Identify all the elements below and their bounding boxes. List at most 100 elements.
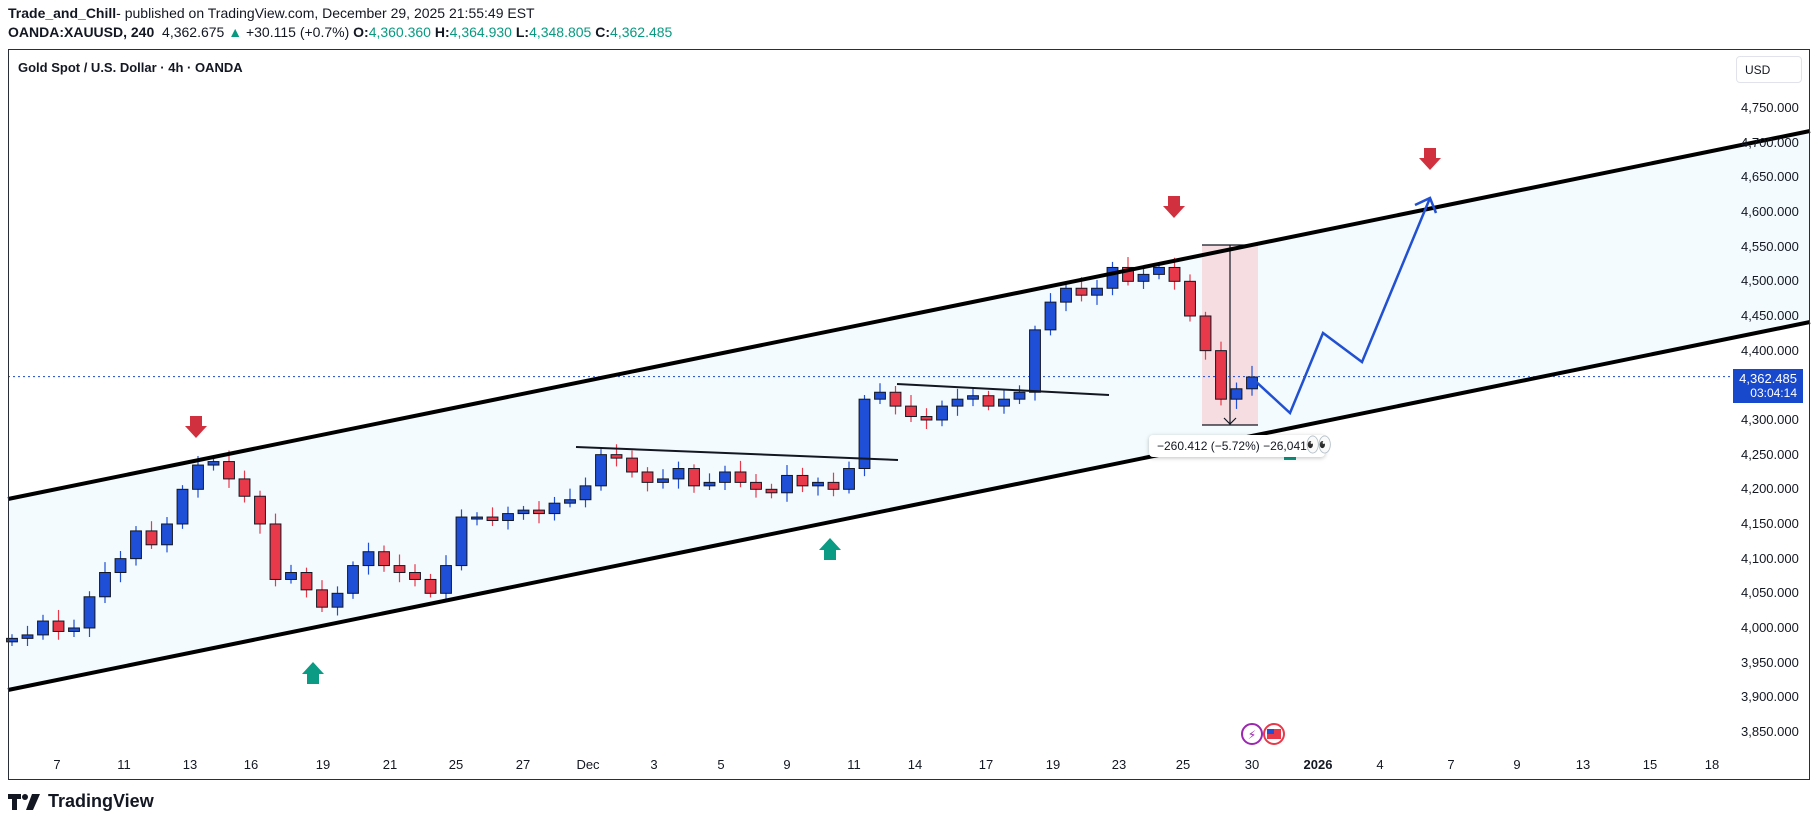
candle-body: [300, 572, 313, 591]
candle-body: [176, 488, 189, 525]
date-tick: 11: [847, 757, 861, 772]
candle-body: [548, 502, 561, 515]
candle-body: [579, 485, 592, 501]
candle-body: [145, 530, 158, 546]
candle-body: [1060, 287, 1072, 303]
candle-body: [951, 398, 964, 407]
candle-body: [672, 468, 685, 480]
lightning-glyph: ⚡: [1248, 728, 1256, 742]
candle-body: [1199, 315, 1212, 352]
candle-body: [1184, 280, 1196, 317]
candle-body: [347, 565, 359, 594]
candle-body: [238, 478, 251, 497]
candle-body: [1075, 287, 1088, 296]
projection-path: [1251, 197, 1432, 416]
candle-body: [1106, 266, 1119, 289]
candle-body: [812, 481, 824, 487]
candle-body: [595, 454, 607, 487]
date-tick: 25: [448, 757, 464, 772]
candle-body: [1013, 391, 1026, 400]
candle-body: [610, 454, 623, 459]
candle-body: [626, 457, 638, 473]
sell-arrow-icon: [185, 416, 207, 438]
author-name[interactable]: Trade_and_Chill: [8, 5, 117, 21]
candle-body: [765, 488, 778, 494]
channel-upper-line: [7, 129, 1811, 501]
candle-body: [843, 468, 855, 490]
candle-body: [1029, 329, 1041, 393]
date-tick: 3: [650, 757, 658, 772]
candle-body: [316, 589, 328, 608]
candle-body: [362, 551, 375, 567]
price-tick: 4,200.000: [1741, 481, 1799, 497]
candle-body: [1230, 388, 1243, 400]
price-tick: 4,600.000: [1741, 203, 1799, 219]
buy-arrow-icon: [819, 538, 841, 560]
measure-label: −260.412 (−5.72%) −26,041.2: [1149, 435, 1325, 457]
candle-body: [6, 637, 18, 643]
candle-body: [409, 572, 421, 580]
us-flag-canton: [1267, 729, 1274, 734]
date-tick: Dec: [576, 757, 600, 772]
date-tick: 2026: [1303, 757, 1333, 772]
date-tick: 7: [53, 757, 61, 772]
currency-button[interactable]: USD: [1736, 56, 1802, 83]
candle-body: [920, 416, 933, 421]
current-price-value: 4,362.485: [1739, 371, 1797, 386]
ohlc-bar: OANDA:XAUUSD, 240 4,362.675 ▲ +30.115 (+…: [8, 24, 672, 40]
chart-legend: Gold Spot / U.S. Dollar · 4h · OANDA: [18, 60, 243, 75]
candle-body: [424, 578, 437, 594]
publish-info: Trade_and_Chill- published on TradingVie…: [8, 5, 535, 21]
current-price-tag: 4,362.485 03:04:14: [1733, 369, 1803, 403]
candle-body: [641, 471, 654, 483]
price-tick: 3,850.000: [1741, 723, 1799, 739]
candle-body: [889, 391, 902, 407]
bar-countdown: 03:04:14: [1750, 386, 1797, 400]
candle-body: [455, 516, 468, 567]
candle-body: [1091, 287, 1103, 296]
candle-body: [517, 509, 530, 515]
price-tick: 3,950.000: [1741, 654, 1799, 670]
lightning-event-icon: [1241, 723, 1263, 745]
price-tick: 4,400.000: [1741, 342, 1799, 358]
date-tick: 11: [117, 757, 131, 772]
measure-arrowhead: [1223, 417, 1237, 425]
candle-body: [393, 565, 406, 574]
candle-body: [37, 620, 49, 636]
open-value: 4,360.360: [368, 24, 431, 40]
candle-body: [99, 572, 111, 598]
low-label: L:: [515, 24, 530, 40]
date-tick: 7: [1447, 757, 1455, 772]
price-tick: 4,050.000: [1741, 585, 1799, 601]
price-tick: 4,700.000: [1741, 134, 1799, 150]
candle-body: [285, 572, 297, 580]
candle-body: [734, 471, 747, 483]
trend-line: [575, 446, 899, 461]
candle-body: [998, 398, 1010, 407]
price-tick: 3,900.000: [1741, 689, 1799, 705]
candle-body: [21, 634, 34, 639]
candle-body: [564, 499, 576, 504]
candle-body: [874, 391, 886, 400]
tradingview-logo[interactable]: TradingView: [8, 791, 154, 812]
candle-body: [703, 481, 716, 487]
symbol-label: OANDA:XAUUSD, 240: [8, 24, 155, 40]
candle-body: [796, 474, 809, 487]
price-tick: 4,150.000: [1741, 515, 1799, 531]
candle-body: [52, 620, 65, 632]
candle-body: [378, 551, 390, 567]
candle-body: [130, 530, 142, 560]
date-tick: 23: [1111, 757, 1127, 772]
candle-body: [719, 471, 731, 483]
date-tick: 4: [1376, 757, 1384, 772]
candle-body: [827, 481, 840, 490]
sell-arrow-icon: [1163, 196, 1185, 218]
price-tick: 4,750.000: [1741, 100, 1799, 115]
date-tick: 14: [907, 757, 923, 772]
candle-body: [905, 405, 917, 418]
high-value: 4,364.930: [449, 24, 512, 40]
candle-body: [254, 495, 266, 525]
price-tick: 4,300.000: [1741, 411, 1799, 427]
candle-body: [471, 516, 483, 520]
